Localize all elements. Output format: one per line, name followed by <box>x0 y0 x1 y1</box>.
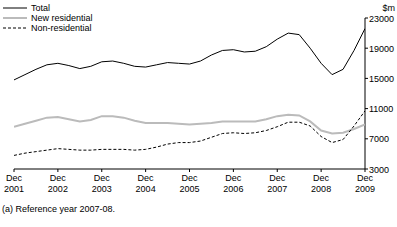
x-tick-label-part: Dec <box>269 173 286 183</box>
x-tick-label: Dec2004 <box>136 173 156 194</box>
x-tick-label-part: 2006 <box>223 184 243 194</box>
y-tick <box>365 108 368 109</box>
x-tick-label: Dec2006 <box>223 173 243 194</box>
x-tick-label-part: Dec <box>6 173 23 183</box>
x-tick-label: Dec2001 <box>4 173 24 194</box>
legend-swatch <box>3 28 27 29</box>
x-tick-label: Dec2002 <box>48 173 68 194</box>
x-tick-label: Dec2007 <box>267 173 287 194</box>
legend-swatch <box>3 8 27 9</box>
y-label: $m <box>382 3 395 13</box>
x-tick <box>277 169 278 172</box>
x-tick-label-part: 2005 <box>179 184 199 194</box>
legend-swatch <box>3 17 27 19</box>
x-tick-label-part: Dec <box>138 173 155 183</box>
y-tick <box>365 18 368 19</box>
x-tick-label-part: Dec <box>94 173 111 183</box>
x-tick <box>365 169 366 172</box>
x-tick-label-part: Dec <box>50 173 67 183</box>
x-tick-label-part: 2001 <box>4 184 24 194</box>
plot-area <box>14 29 365 156</box>
y-tick <box>365 78 368 79</box>
legend-label: Non-residential <box>31 23 92 33</box>
x-tick-label-part: 2007 <box>267 184 287 194</box>
x-tick-label-part: Dec <box>225 173 242 183</box>
series-line <box>14 115 365 134</box>
footnote: (a) Reference year 2007-08. <box>2 204 115 214</box>
y-tick-label: 15000 <box>369 74 394 84</box>
x-tick-label-part: Dec <box>181 173 198 183</box>
x-tick <box>189 169 190 172</box>
x-tick-label-part: Dec <box>357 173 374 183</box>
x-tick-label-part: Dec <box>313 173 330 183</box>
x-tick-label-part: 2008 <box>311 184 331 194</box>
x-tick <box>57 169 58 172</box>
x-tick <box>145 169 146 172</box>
y-tick <box>365 138 368 139</box>
x-tick <box>233 169 234 172</box>
legend-label: New residential <box>31 13 93 23</box>
y-tick-label: 7000 <box>369 134 389 144</box>
legend-label: Total <box>31 3 50 13</box>
x-tick-label-part: 2003 <box>92 184 112 194</box>
x-tick-label: Dec2003 <box>92 173 112 194</box>
x-tick-label-part: 2004 <box>136 184 156 194</box>
series-line <box>14 29 365 80</box>
y-axis <box>365 18 366 169</box>
x-tick <box>14 169 15 172</box>
x-tick <box>101 169 102 172</box>
y-tick-label: 11000 <box>369 104 393 114</box>
x-tick-label-part: 2002 <box>48 184 68 194</box>
y-tick <box>365 48 368 49</box>
x-tick-label: Dec2005 <box>179 173 199 194</box>
x-tick-label: Dec2009 <box>355 173 375 194</box>
y-tick-label: 19000 <box>369 44 394 54</box>
y-tick-label: 23000 <box>369 14 394 24</box>
x-tick-label-part: 2009 <box>355 184 375 194</box>
series-line <box>14 111 365 156</box>
chart: 3000700011000150001900023000$mDec2001Dec… <box>0 0 397 227</box>
x-tick <box>321 169 322 172</box>
x-tick-label: Dec2008 <box>311 173 331 194</box>
